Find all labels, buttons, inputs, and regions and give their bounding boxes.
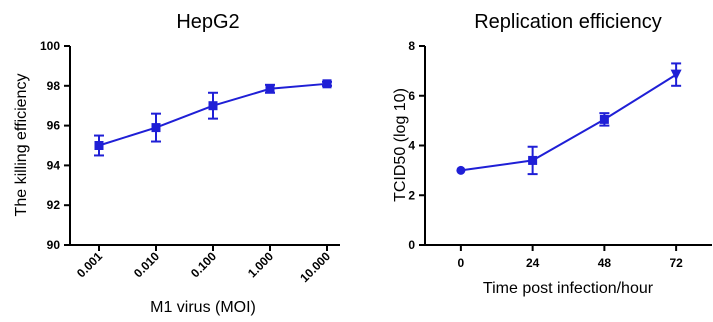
x-tick-label-replication: 0 xyxy=(458,256,465,270)
y-tick-label-hepg2: 92 xyxy=(47,198,61,212)
x-tick-label-hepg2: 1.000 xyxy=(245,249,276,280)
x-tick-label-hepg2: 10.000 xyxy=(297,249,333,285)
y-tick-label-replication: 6 xyxy=(408,89,415,103)
data-point-hepg2 xyxy=(265,84,275,94)
x-tick-label-replication: 24 xyxy=(526,256,540,270)
chart-title-replication: Replication efficiency xyxy=(474,11,662,33)
y-tick-label-replication: 0 xyxy=(408,238,415,252)
x-axis-label-replication: Time post infection/hour xyxy=(483,280,654,297)
y-tick-label-hepg2: 98 xyxy=(47,79,61,93)
data-point-hepg2 xyxy=(322,79,332,89)
y-tick-label-hepg2: 94 xyxy=(47,158,61,172)
data-point-replication xyxy=(670,69,682,81)
y-tick-label-replication: 4 xyxy=(408,139,415,153)
data-point-hepg2 xyxy=(94,141,104,150)
data-point-replication xyxy=(528,155,538,165)
x-tick-label-replication: 48 xyxy=(598,256,612,270)
data-point-replication xyxy=(456,165,466,175)
data-point-hepg2 xyxy=(208,101,218,111)
y-tick-label-hepg2: 100 xyxy=(40,39,60,53)
y-axis-label-replication: TCID50 (log 10) xyxy=(392,88,409,202)
x-tick-label-replication: 72 xyxy=(669,256,683,270)
killing-efficiency-chart: HepG2 M1 virus (MOI) The killing efficie… xyxy=(13,11,340,316)
data-point-replication xyxy=(599,114,609,124)
x-tick-label-hepg2: 0.001 xyxy=(74,249,105,280)
y-tick-label-replication: 8 xyxy=(408,39,415,53)
chart-title-hepg2: HepG2 xyxy=(176,11,239,33)
plot-area-hepg2: 90 92 94 96 98 100 0.001 0.010 0.100 1.000 10.000 xyxy=(40,39,333,285)
data-point-hepg2 xyxy=(151,123,161,133)
y-tick-label-hepg2: 90 xyxy=(47,238,61,252)
y-axis-label-hepg2: The killing efficiency xyxy=(13,74,30,217)
x-axis-label-hepg2: M1 virus (MOI) xyxy=(150,299,256,316)
series-line-replication xyxy=(460,73,677,172)
y-tick-label-hepg2: 96 xyxy=(47,119,61,133)
x-tick-label-hepg2: 0.100 xyxy=(188,249,219,280)
y-tick-label-replication: 2 xyxy=(408,188,415,202)
replication-efficiency-chart: Replication efficiency Time post infecti… xyxy=(392,11,712,297)
x-tick-label-hepg2: 0.010 xyxy=(131,249,162,280)
